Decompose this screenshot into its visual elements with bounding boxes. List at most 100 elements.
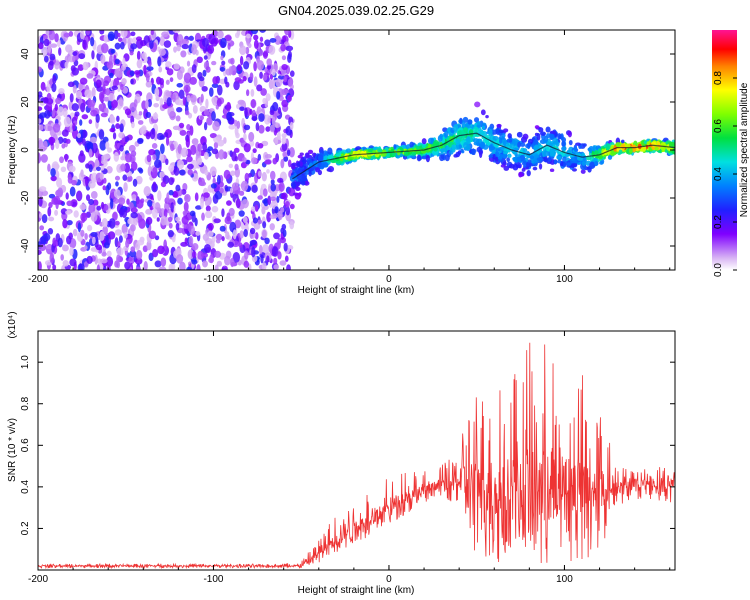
noise-blob — [266, 169, 270, 174]
noise-blob — [112, 211, 118, 221]
noise-blob — [244, 172, 250, 182]
noise-blob — [38, 124, 44, 131]
noise-blob — [105, 141, 110, 150]
noise-blob — [168, 164, 175, 172]
noise-blob — [287, 78, 293, 87]
noise-blob — [216, 98, 222, 107]
noise-blob — [54, 103, 58, 112]
signal-blob — [561, 140, 566, 147]
signal-blob — [557, 159, 562, 164]
noise-blob — [60, 254, 64, 261]
noise-blob — [71, 67, 80, 76]
signal-blob — [518, 171, 523, 178]
noise-blob — [101, 43, 109, 54]
noise-blob — [233, 147, 240, 153]
signal-blob — [422, 144, 426, 149]
noise-blob — [166, 97, 172, 107]
noise-blob — [38, 244, 47, 252]
noise-blob — [218, 149, 225, 160]
noise-blob — [124, 261, 131, 270]
noise-blob — [238, 242, 243, 249]
noise-blob — [49, 53, 56, 61]
noise-blob — [78, 82, 83, 90]
noise-blob — [168, 177, 175, 186]
signal-blob — [668, 141, 675, 148]
noise-blob — [39, 112, 47, 119]
noise-blob — [226, 212, 231, 222]
noise-blob — [262, 188, 268, 197]
noise-blob — [48, 193, 56, 199]
noise-blob — [264, 154, 272, 159]
noise-blob — [143, 185, 151, 197]
signal-blob — [439, 154, 445, 162]
x-tick-label: 0 — [386, 274, 392, 285]
noise-blob — [52, 237, 57, 247]
colorbar-label: Normalized spectral amplitude — [739, 82, 750, 217]
noise-blob — [145, 73, 150, 83]
noise-blob — [127, 175, 133, 182]
noise-blob — [257, 143, 264, 149]
noise-blob — [249, 140, 255, 147]
noise-blob — [259, 71, 263, 79]
noise-blob — [100, 258, 108, 264]
noise-blob — [152, 112, 159, 120]
noise-blob — [237, 79, 244, 84]
noise-blob — [66, 200, 73, 207]
noise-blob — [103, 34, 109, 43]
noise-blob — [130, 150, 137, 157]
noise-blob — [145, 80, 152, 88]
noise-blob — [50, 43, 58, 48]
noise-blob — [230, 57, 235, 65]
colorbar-tick-label: 0.0 — [713, 263, 724, 277]
noise-blob — [269, 73, 274, 80]
noise-blob — [262, 97, 267, 104]
signal-blob — [455, 138, 461, 146]
spectrogram-marks — [38, 30, 675, 270]
noise-blob — [136, 239, 145, 246]
noise-blob — [152, 181, 157, 192]
noise-blob — [203, 192, 210, 198]
y-tick-label: 0.8 — [20, 396, 31, 410]
noise-blob — [134, 257, 143, 265]
signal-blob — [306, 152, 310, 159]
noise-blob — [236, 120, 241, 129]
noise-blob — [130, 211, 138, 219]
noise-blob — [228, 124, 236, 130]
noise-blob — [77, 132, 81, 139]
noise-blob — [228, 66, 232, 76]
noise-blob — [271, 246, 279, 257]
noise-blob — [47, 228, 54, 235]
signal-blob — [605, 143, 611, 151]
signal-blob — [507, 153, 512, 158]
colorbar-ticks: 0.0 0.2 0.4 0.6 0.8 — [713, 71, 737, 277]
noise-blob — [280, 158, 285, 169]
noise-blob — [289, 221, 295, 230]
noise-blob — [175, 99, 183, 106]
signal-blob — [621, 139, 625, 144]
signal-blob — [538, 127, 544, 133]
noise-blob — [239, 55, 244, 66]
noise-blob — [65, 138, 71, 144]
noise-blob — [281, 133, 287, 138]
signal-blob — [506, 157, 511, 163]
noise-blob — [80, 30, 85, 40]
noise-blob — [63, 116, 71, 128]
noise-blob — [253, 39, 259, 50]
noise-blob — [85, 163, 90, 169]
signal-blob — [538, 163, 543, 170]
noise-blob — [228, 207, 235, 217]
noise-blob — [48, 202, 53, 209]
noise-blob — [170, 202, 174, 213]
signal-blob — [543, 155, 548, 163]
signal-blob — [545, 126, 551, 133]
signal-blob — [356, 149, 361, 158]
noise-blob — [259, 36, 264, 42]
noise-blob — [154, 159, 162, 168]
signal-blob — [570, 156, 575, 161]
noise-blob — [39, 212, 43, 219]
signal-blob — [562, 156, 567, 163]
noise-blob — [251, 116, 258, 121]
signal-blob — [517, 141, 522, 148]
noise-blob — [213, 141, 219, 149]
signal-blob — [512, 163, 519, 171]
